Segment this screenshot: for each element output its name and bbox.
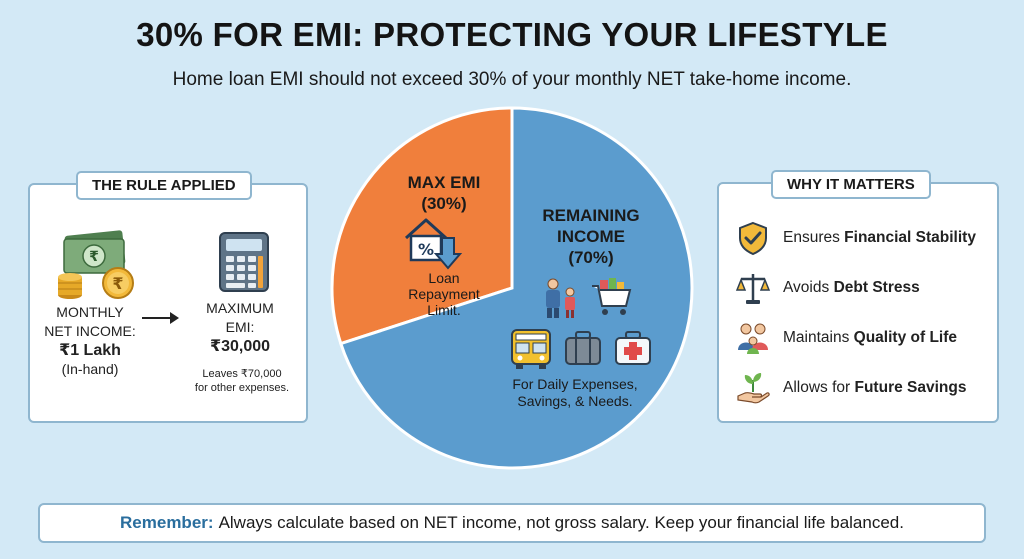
income-value: ₹1 Lakh [59,342,121,359]
income-label-line-2: NET INCOME: [44,323,136,339]
leaves-note-line-2: for other expenses. [194,382,290,394]
first-aid-icon [615,331,651,365]
matter-prefix: Avoids [783,279,834,296]
max-emi-desc-line-1: Loan [428,270,460,286]
balance-scale-icon [735,274,771,304]
remaining-label-line-1: REMAINING [542,206,640,225]
matter-bold: Financial Stability [844,229,976,246]
svg-text:₹: ₹ [89,249,99,265]
arrow-head-icon [170,312,179,324]
matter-text: Maintains Quality of Life [783,329,957,347]
matter-item-future-savings: Allows for Future Savings [735,370,995,406]
page-title: 30% FOR EMI: PROTECTING YOUR LIFESTYLE [136,16,888,53]
matter-item-quality-of-life: Maintains Quality of Life [735,320,995,356]
remaining-income-slice-label: REMAINING INCOME (70%) [516,205,666,268]
remember-banner: Remember: Always calculate based on NET … [38,503,986,543]
matter-text: Ensures Financial Stability [783,229,976,247]
emi-label-line-1: MAXIMUM [206,300,274,316]
suitcase-icon [565,331,601,365]
home-percent-icon: % [404,218,463,270]
school-bus-icon [511,329,551,369]
money-coins-icon: ₹ ₹ [58,230,134,299]
matter-text: Avoids Debt Stress [783,279,920,297]
emi-value: ₹30,000 [209,338,271,355]
remaining-label-line-2: INCOME [557,227,625,246]
leaves-note-line-1: Leaves ₹70,000 [202,368,282,380]
rule-applied-tag: THE RULE APPLIED [76,171,252,200]
calculator-icon [219,232,269,292]
matter-prefix: Allows for [783,379,855,396]
matter-text: Allows for Future Savings [783,379,966,397]
remaining-desc-line-1: For Daily Expenses, [512,376,638,392]
remaining-income-slice-desc: For Daily Expenses, Savings, & Needs. [490,376,660,410]
emi-label-line-2: EMI: [225,319,255,335]
max-emi-slice-label: MAX EMI (30%) [382,172,506,214]
max-emi-desc-line-3: Limit. [427,302,461,318]
monthly-income-label: MONTHLY NET INCOME: ₹1 Lakh (In-hand) [36,303,144,379]
max-emi-slice-desc: Loan Repayment Limit. [382,270,506,318]
matter-bold: Debt Stress [833,279,920,296]
remember-lead: Remember: [120,513,214,532]
max-emi-desc-line-2: Repayment [408,286,480,302]
income-label-line-1: MONTHLY [56,304,124,320]
pie-slice-remaining-income [338,106,694,470]
plant-hand-icon [737,373,770,404]
max-emi-label-line-2: (30%) [421,194,467,213]
matter-item-financial-stability: Ensures Financial Stability [735,220,995,256]
remaining-label-line-3: (70%) [568,248,614,267]
why-it-matters-tag: WHY IT MATTERS [771,170,931,199]
matter-bold: Future Savings [854,379,967,396]
rule-applied-panel: THE RULE APPLIED ₹ ₹ MONTHLY NET INCOME:… [28,171,308,423]
matter-prefix: Maintains [783,329,854,346]
remaining-desc-line-2: Savings, & Needs. [517,393,633,409]
maximum-emi-label: MAXIMUM EMI: ₹30,000 [178,299,302,356]
why-it-matters-panel: WHY IT MATTERS Ensures Financial Stabili… [717,170,999,423]
shopping-cart-icon [592,278,632,315]
family-icon [546,278,575,318]
shield-check-icon [739,221,767,256]
matter-item-debt-stress: Avoids Debt Stress [735,270,995,306]
leaves-note: Leaves ₹70,000 for other expenses. [180,367,304,395]
income-note: (In-hand) [61,361,119,377]
pie-slice-max-emi [330,106,514,346]
remember-text: Always calculate based on NET income, no… [218,513,904,532]
max-emi-label-line-1: MAX EMI [407,173,481,192]
emi-pie-chart: % [330,106,694,470]
matter-bold: Quality of Life [853,329,957,346]
svg-text:₹: ₹ [112,274,123,293]
family-icon [738,323,768,354]
arrow-right-icon [142,317,176,319]
page-subtitle: Home loan EMI should not exceed 30% of y… [172,69,852,90]
matter-prefix: Ensures [783,229,845,246]
svg-text:%: % [418,240,434,259]
